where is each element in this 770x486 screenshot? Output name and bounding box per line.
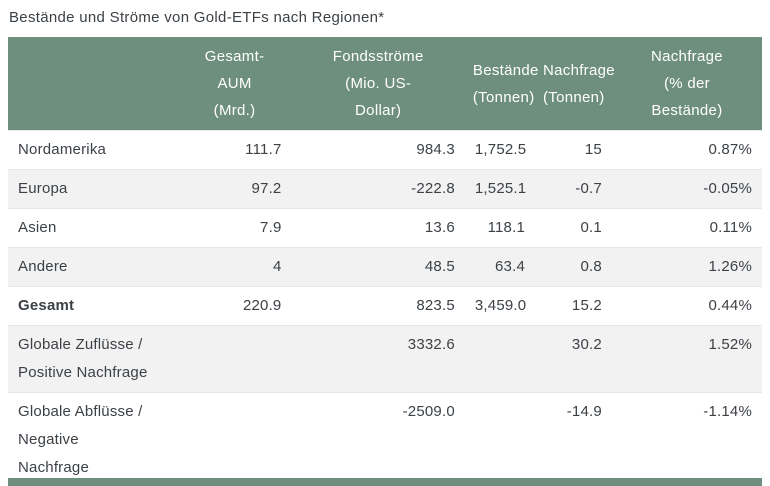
cell-value: 0.11% bbox=[709, 219, 752, 236]
cell-value: 15 bbox=[584, 141, 602, 158]
cell-value: 0.1 bbox=[580, 219, 602, 236]
cell-value: 48.5 bbox=[424, 258, 455, 275]
cell-value: -1.14% bbox=[703, 403, 752, 420]
cell-value: 13.6 bbox=[424, 219, 455, 236]
table-row-europa: Europa 97.2 -222.8 1,525.1 -0.7 -0.05% bbox=[8, 169, 762, 209]
gold-etf-regions-table: Gesamt- AUM (Mrd.) Fondsströme (Mio. US-… bbox=[8, 37, 762, 486]
cell-value: 111.7 bbox=[245, 141, 282, 158]
cell-value: 97.2 bbox=[251, 180, 282, 197]
cell-value: 15.2 bbox=[571, 297, 602, 314]
row-label: Globale Zuflüsse / Positive Nachfrage bbox=[18, 336, 148, 381]
cell-value: 1.52% bbox=[708, 336, 752, 353]
col-header-nachfrage-prozent: Nachfrage (% der Bestände) bbox=[611, 37, 762, 131]
cell-value: -0.7 bbox=[575, 180, 602, 197]
cell-value bbox=[178, 326, 292, 393]
table-header-row: Gesamt- AUM (Mrd.) Fondsströme (Mio. US-… bbox=[8, 37, 762, 131]
table-row-nordamerika: Nordamerika 111.7 984.3 1,752.5 15 0.87% bbox=[8, 130, 762, 170]
col-header-nachfrage-tonnen: Nachfrage (Tonnen) bbox=[535, 37, 615, 131]
cell-value: 118.1 bbox=[487, 219, 525, 236]
table-row-asien: Asien 7.9 13.6 118.1 0.1 0.11% bbox=[8, 208, 762, 248]
cell-value: -222.8 bbox=[411, 180, 455, 197]
row-label: Globale Abflüsse / Negative Nachfrage bbox=[18, 403, 143, 476]
cell-value: 1.26% bbox=[708, 258, 752, 275]
cell-value bbox=[465, 393, 535, 486]
row-label: Asien bbox=[18, 219, 57, 236]
table-row-andere: Andere 4 48.5 63.4 0.8 1.26% bbox=[8, 247, 762, 287]
cell-value: 984.3 bbox=[416, 141, 455, 158]
row-label: Nordamerika bbox=[18, 141, 107, 158]
cell-value: 3,459.0 bbox=[474, 297, 527, 314]
col-header-region bbox=[8, 37, 178, 131]
cell-value: 3332.6 bbox=[407, 336, 455, 353]
cell-value: 30.2 bbox=[571, 336, 602, 353]
cell-value bbox=[178, 393, 292, 486]
cell-value: 1,525.1 bbox=[474, 180, 527, 197]
cell-value: 823.5 bbox=[416, 297, 455, 314]
cell-value: -0.05% bbox=[703, 180, 752, 197]
cell-value: 63.4 bbox=[495, 258, 525, 275]
cell-value: 4 bbox=[272, 258, 282, 275]
table-row-globale-abfluesse: Globale Abflüsse / Negative Nachfrage -2… bbox=[8, 392, 762, 486]
cell-value: 220.9 bbox=[242, 297, 282, 314]
row-label: Gesamt bbox=[18, 297, 75, 314]
cell-value: 0.8 bbox=[580, 258, 602, 275]
col-header-fondsstroeme: Fondsströme (Mio. US- Dollar) bbox=[291, 37, 465, 131]
page-title: Bestände und Ströme von Gold-ETFs nach R… bbox=[9, 9, 385, 26]
cell-value: -14.9 bbox=[566, 403, 602, 420]
row-label: Europa bbox=[18, 180, 68, 197]
cell-value: 0.44% bbox=[708, 297, 752, 314]
table-row-gesamt: Gesamt 220.9 823.5 3,459.0 15.2 0.44% bbox=[8, 286, 762, 326]
row-label: Andere bbox=[18, 258, 68, 275]
col-header-bestaende: Bestände (Tonnen) bbox=[464, 37, 538, 131]
cell-value bbox=[465, 326, 535, 393]
cell-value: -2509.0 bbox=[402, 403, 455, 420]
next-table-header-sliver bbox=[8, 478, 762, 486]
cell-value: 1,752.5 bbox=[474, 141, 527, 158]
cell-value: 7.9 bbox=[260, 219, 282, 236]
col-header-gesamt-aum: Gesamt- AUM (Mrd.) bbox=[177, 37, 292, 131]
cell-value: 0.87% bbox=[708, 141, 752, 158]
table-row-globale-zufluesse: Globale Zuflüsse / Positive Nachfrage 33… bbox=[8, 325, 762, 393]
